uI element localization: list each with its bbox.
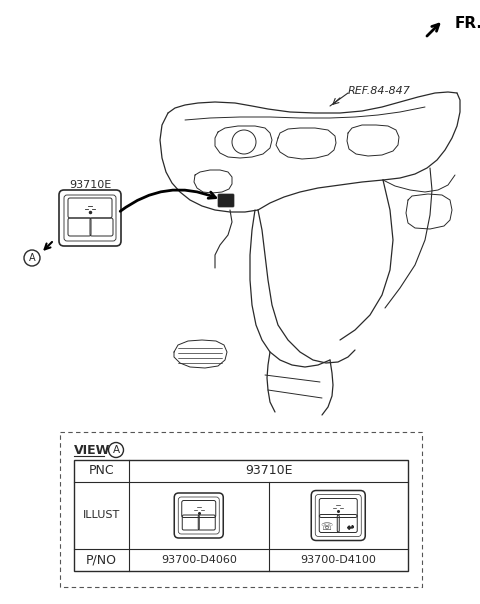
Text: 93710E: 93710E [245,464,292,478]
Text: 93700-D4060: 93700-D4060 [161,555,237,565]
FancyBboxPatch shape [218,194,234,207]
Bar [74,460,408,571]
Text: REF.84-847: REF.84-847 [348,86,411,96]
Text: PNC: PNC [89,464,114,478]
Text: 93710E: 93710E [69,180,111,190]
Text: VIEW: VIEW [74,443,110,457]
Text: P/NO: P/NO [86,553,117,567]
Text: 93700-D4100: 93700-D4100 [300,555,376,565]
Bar [60,432,422,587]
Text: A: A [29,253,36,263]
Text: FR.: FR. [455,16,480,31]
Text: A: A [112,445,120,455]
Text: ILLUST: ILLUST [83,510,120,521]
Text: ☏: ☏ [320,521,332,532]
